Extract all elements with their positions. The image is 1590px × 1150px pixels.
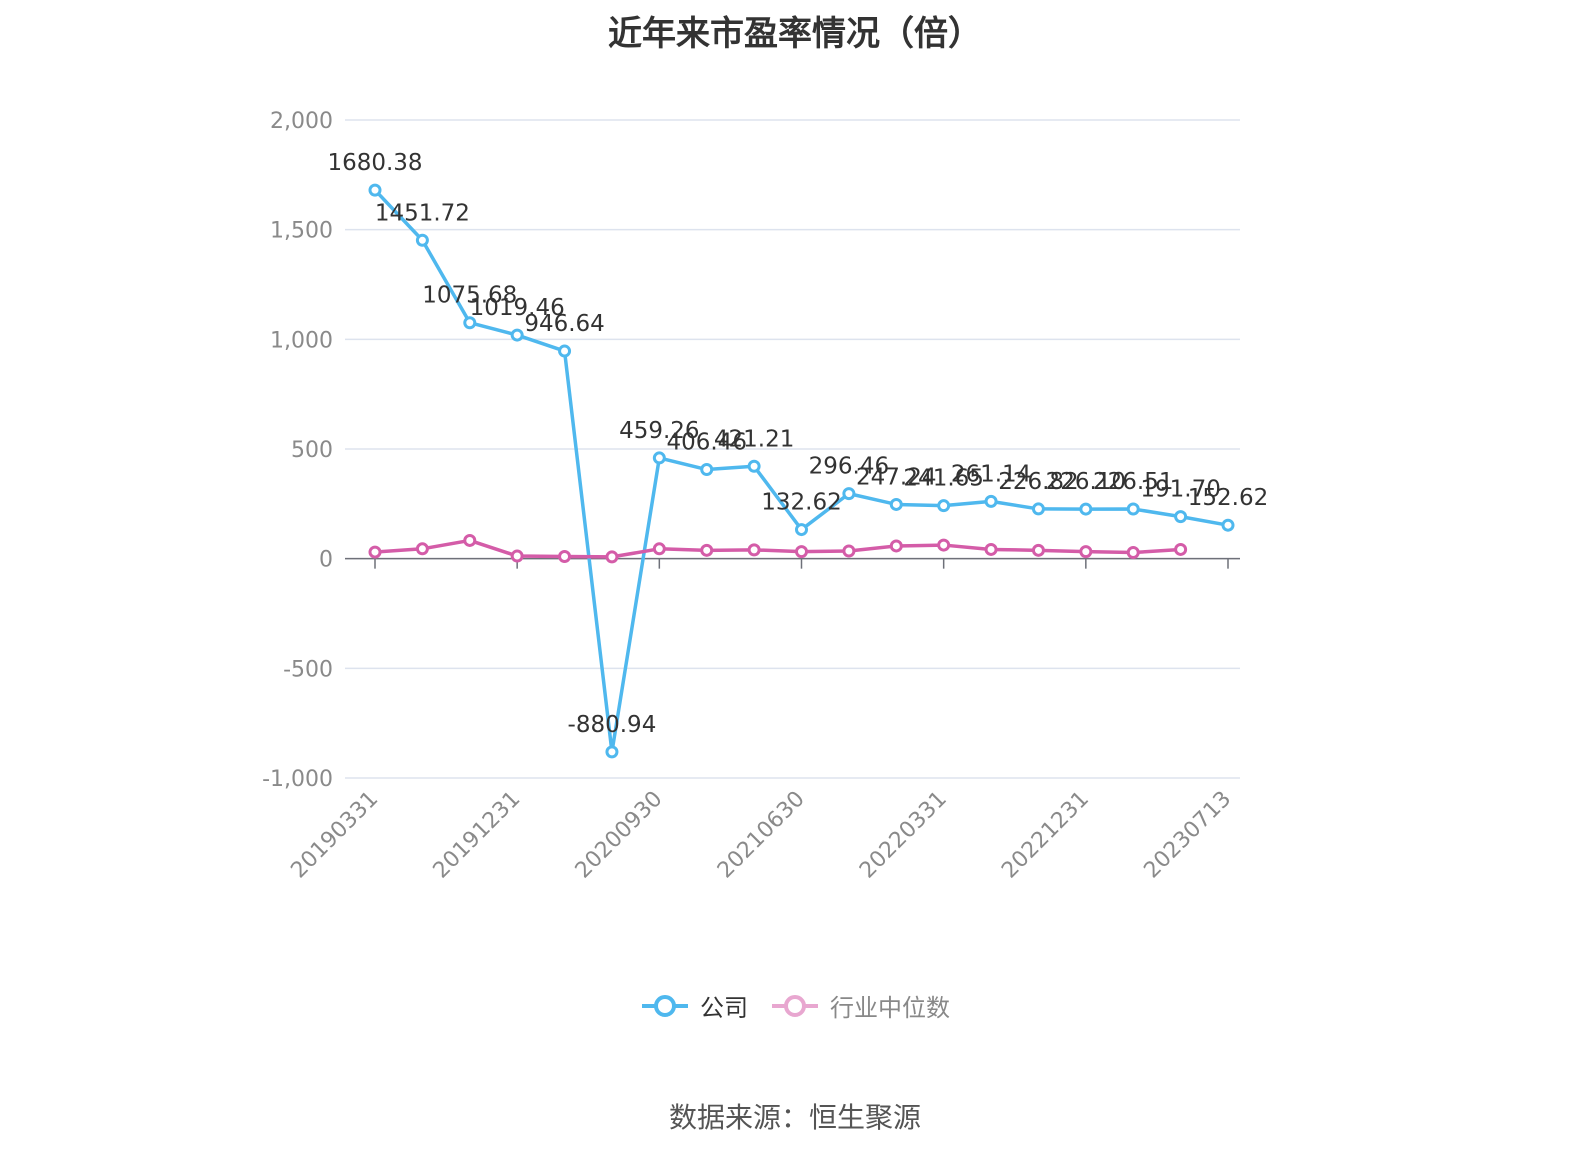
data-point-company	[1031, 502, 1045, 516]
legend-industry-marker-icon	[772, 994, 818, 1017]
data-point-company	[889, 497, 903, 511]
data-point-industry	[368, 545, 382, 559]
data-point-company	[605, 745, 619, 759]
x-tick-label: 20191231	[429, 787, 526, 884]
series-line-industry	[374, 538, 1181, 559]
legend-company-marker-icon	[642, 994, 688, 1017]
data-source: 数据来源：恒生聚源	[668, 1101, 921, 1134]
data-label: 1680.38	[327, 150, 422, 176]
y-tick-label: 1,500	[270, 219, 333, 244]
data-point-company	[937, 499, 951, 513]
x-tick-label: 20200930	[571, 787, 668, 884]
data-point-industry	[700, 543, 714, 557]
data-label: 459.26	[619, 418, 699, 444]
legend-item-industry[interactable]: 行业中位数	[770, 988, 950, 1023]
data-point-company	[558, 344, 572, 358]
data-label: 152.62	[1188, 485, 1268, 511]
data-point-industry	[747, 543, 761, 557]
data-point-company	[1079, 502, 1093, 516]
y-tick-label: 0	[319, 548, 333, 573]
data-point-company	[510, 328, 524, 342]
x-tick-label: 20220331	[855, 787, 952, 884]
data-point-industry	[415, 542, 429, 556]
y-tick-label: -1,000	[262, 767, 333, 792]
data-label: 247.24	[856, 464, 936, 490]
data-point-industry	[652, 542, 666, 556]
data-point-company	[747, 459, 761, 473]
data-label: 132.62	[761, 490, 841, 516]
data-label: 191.70	[1140, 477, 1220, 503]
data-label: 406.46	[666, 430, 746, 456]
data-point-company	[984, 494, 998, 508]
data-point-industry	[984, 542, 998, 556]
data-point-company	[1221, 518, 1235, 532]
chart-legend: 公司 行业中位数	[0, 988, 1590, 1023]
legend-company-label: 公司	[700, 994, 748, 1022]
data-point-company	[368, 183, 382, 197]
data-point-company	[652, 451, 666, 465]
data-point-company	[700, 463, 714, 477]
data-label: 946.64	[524, 311, 604, 337]
data-point-company	[1126, 502, 1140, 516]
data-point-industry	[463, 533, 477, 547]
data-point-industry	[937, 538, 951, 552]
data-point-company	[1174, 510, 1188, 524]
legend-industry-label: 行业中位数	[830, 994, 950, 1022]
data-label: 421.21	[714, 426, 794, 452]
data-point-industry	[510, 549, 524, 563]
data-label: 226.51	[1093, 469, 1173, 495]
y-tick-label: -500	[283, 657, 333, 682]
x-tick-label: 20190331	[286, 787, 383, 884]
data-point-company	[415, 233, 429, 247]
data-point-industry	[1031, 543, 1045, 557]
y-tick-label: 500	[291, 438, 333, 463]
data-label: 1075.68	[422, 283, 517, 309]
data-label: -880.94	[568, 712, 657, 738]
data-label: 261.14	[951, 461, 1031, 487]
data-point-industry	[1079, 545, 1093, 559]
data-label: 1451.72	[375, 200, 470, 226]
legend-item-company[interactable]: 公司	[640, 988, 748, 1023]
x-tick-label: 20210630	[713, 787, 810, 884]
data-point-industry	[1174, 542, 1188, 556]
data-point-company	[842, 487, 856, 501]
data-point-industry	[605, 550, 619, 564]
x-tick-label: 20221231	[997, 787, 1094, 884]
data-label: 1019.46	[470, 295, 565, 321]
data-point-industry	[558, 549, 572, 563]
data-point-industry	[1126, 546, 1140, 560]
x-tick-label: 20230713	[1139, 787, 1236, 884]
data-label: 241.65	[903, 466, 983, 492]
data-point-industry	[842, 544, 856, 558]
data-point-industry	[889, 539, 903, 553]
data-label: 226.82	[998, 469, 1078, 495]
chart-title: 近年来市盈率情况（倍）	[608, 14, 982, 54]
y-tick-label: 2,000	[270, 109, 333, 134]
data-point-industry	[795, 545, 808, 559]
data-point-company	[795, 523, 808, 537]
y-tick-label: 1,000	[270, 328, 333, 353]
data-point-company	[463, 316, 477, 330]
data-label: 226.10	[1046, 469, 1126, 495]
data-label: 296.46	[809, 454, 889, 480]
